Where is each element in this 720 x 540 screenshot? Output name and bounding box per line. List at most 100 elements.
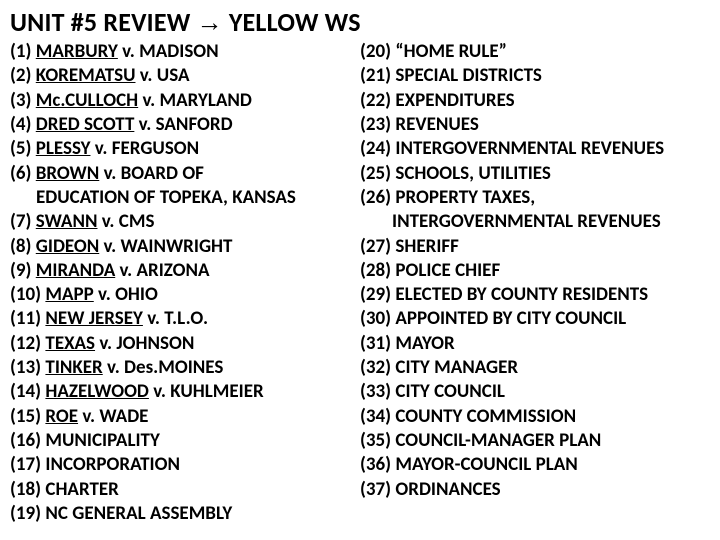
content-columns: (1) MARBURY v. MADISON(2) KOREMATSU v. U…	[10, 40, 710, 526]
list-item: (9) MIRANDA v. ARIZONA	[10, 259, 352, 283]
item-text: (25) SCHOOLS, UTILITIES	[360, 162, 551, 185]
list-item: (3) Mc.CULLOCH v. MARYLAND	[10, 89, 352, 113]
item-text: (33) CITY COUNCIL	[360, 380, 505, 403]
list-item: (31) MAYOR	[360, 332, 710, 356]
case-remainder: v. Des.MOINES	[103, 356, 224, 379]
item-continuation: EDUCATION OF TOPEKA, KANSAS	[10, 186, 352, 210]
list-item: (33) CITY COUNCIL	[360, 380, 710, 404]
list-item: (24) INTERGOVERNMENTAL REVENUES	[360, 137, 710, 161]
case-plaintiff: TEXAS	[45, 332, 95, 355]
column-right: (20) “HOME RULE”(21) SPECIAL DISTRICTS(2…	[360, 40, 710, 526]
list-item: (17) INCORPORATION	[10, 453, 352, 477]
item-text: (32) CITY MANAGER	[360, 356, 518, 379]
case-remainder: v. WAINWRIGHT	[99, 235, 232, 258]
arrow-icon: →	[197, 7, 223, 37]
item-number: (15)	[10, 405, 45, 428]
list-item: (28) POLICE CHIEF	[360, 259, 710, 283]
list-item: (5) PLESSY v. FERGUSON	[10, 137, 352, 161]
list-item: (36) MAYOR-COUNCIL PLAN	[360, 453, 710, 477]
case-remainder: v. USA	[135, 64, 189, 87]
list-item: (19) NC GENERAL ASSEMBLY	[10, 502, 352, 526]
list-item: (6) BROWN v. BOARD OFEDUCATION OF TOPEKA…	[10, 162, 352, 211]
list-item: (34) COUNTY COMMISSION	[360, 405, 710, 429]
case-remainder: v. T.L.O.	[143, 307, 208, 330]
case-remainder: v. CMS	[97, 210, 154, 233]
item-number: (2)	[10, 64, 36, 87]
case-remainder: v. BOARD OF	[99, 162, 204, 185]
case-plaintiff: SWANN	[36, 210, 98, 233]
item-number: (7)	[10, 210, 36, 233]
item-number: (13)	[10, 356, 45, 379]
list-item: (12) TEXAS v. JOHNSON	[10, 332, 352, 356]
list-item: (13) TINKER v. Des.MOINES	[10, 356, 352, 380]
item-text: (23) REVENUES	[360, 113, 479, 136]
list-item: (1) MARBURY v. MADISON	[10, 40, 352, 64]
item-text: (36) MAYOR-COUNCIL PLAN	[360, 453, 578, 476]
item-number: (10)	[10, 283, 45, 306]
case-plaintiff: BROWN	[36, 162, 100, 185]
case-remainder: v. MADISON	[118, 40, 219, 63]
list-item: (4) DRED SCOTT v. SANFORD	[10, 113, 352, 137]
case-plaintiff: TINKER	[45, 356, 102, 379]
list-item: (20) “HOME RULE”	[360, 40, 710, 64]
list-item: (30) APPOINTED BY CITY COUNCIL	[360, 307, 710, 331]
case-plaintiff: HAZELWOOD	[45, 380, 149, 403]
case-remainder: v. WADE	[78, 405, 148, 428]
list-item: (21) SPECIAL DISTRICTS	[360, 64, 710, 88]
item-number: (9)	[10, 259, 36, 282]
item-text: (27) SHERIFF	[360, 235, 459, 258]
case-plaintiff: NEW JERSEY	[45, 307, 143, 330]
case-plaintiff: ROE	[45, 405, 78, 428]
list-item: (10) MAPP v. OHIO	[10, 283, 352, 307]
list-item: (29) ELECTED BY COUNTY RESIDENTS	[360, 283, 710, 307]
list-item: (32) CITY MANAGER	[360, 356, 710, 380]
item-text: (24) INTERGOVERNMENTAL REVENUES	[360, 137, 664, 160]
item-text: (22) EXPENDITURES	[360, 89, 515, 112]
item-number: (3)	[10, 89, 36, 112]
item-number: (8)	[10, 235, 36, 258]
item-text: (30) APPOINTED BY CITY COUNCIL	[360, 307, 626, 330]
item-text: (26) PROPERTY TAXES,	[360, 186, 535, 209]
page-title: UNIT #5 REVIEW → YELLOW WS	[10, 6, 710, 38]
item-number: (1)	[10, 40, 36, 63]
item-text: (35) COUNCIL-MANAGER PLAN	[360, 429, 601, 452]
item-number: (11)	[10, 307, 45, 330]
list-item: (14) HAZELWOOD v. KUHLMEIER	[10, 380, 352, 404]
case-remainder: v. MARYLAND	[138, 89, 252, 112]
case-plaintiff: DRED SCOTT	[36, 113, 135, 136]
case-remainder: v. OHIO	[94, 283, 158, 306]
list-item: (15) ROE v. WADE	[10, 405, 352, 429]
item-number: (4)	[10, 113, 36, 136]
case-remainder: v. ARIZONA	[115, 259, 209, 282]
list-item: (25) SCHOOLS, UTILITIES	[360, 162, 710, 186]
case-remainder: v. FERGUSON	[90, 137, 199, 160]
case-plaintiff: Mc.CULLOCH	[36, 89, 138, 112]
item-text: (34) COUNTY COMMISSION	[360, 405, 576, 428]
title-text-2: YELLOW WS	[223, 6, 361, 38]
case-plaintiff: MAPP	[45, 283, 93, 306]
item-number: (6)	[10, 162, 36, 185]
list-item: (23) REVENUES	[360, 113, 710, 137]
item-continuation: INTERGOVERNMENTAL REVENUES	[360, 210, 710, 234]
item-text: (21) SPECIAL DISTRICTS	[360, 64, 542, 87]
item-text: (31) MAYOR	[360, 332, 455, 355]
list-item: (37) ORDINANCES	[360, 478, 710, 502]
list-item: (22) EXPENDITURES	[360, 89, 710, 113]
case-plaintiff: PLESSY	[36, 137, 91, 160]
list-item: (27) SHERIFF	[360, 235, 710, 259]
case-plaintiff: KOREMATSU	[36, 64, 136, 87]
case-remainder: v. SANFORD	[134, 113, 232, 136]
list-item: (26) PROPERTY TAXES,INTERGOVERNMENTAL RE…	[360, 186, 710, 235]
list-item: (8) GIDEON v. WAINWRIGHT	[10, 235, 352, 259]
item-text: (20) “HOME RULE”	[360, 40, 507, 63]
item-text: (28) POLICE CHIEF	[360, 259, 500, 282]
case-plaintiff: MARBURY	[36, 40, 118, 63]
list-item: (2) KOREMATSU v. USA	[10, 64, 352, 88]
case-remainder: v. JOHNSON	[95, 332, 194, 355]
item-text: (37) ORDINANCES	[360, 478, 501, 501]
list-item: (11) NEW JERSEY v. T.L.O.	[10, 307, 352, 331]
list-item: (16) MUNICIPALITY	[10, 429, 352, 453]
item-number: (14)	[10, 380, 45, 403]
list-item: (18) CHARTER	[10, 478, 352, 502]
column-left: (1) MARBURY v. MADISON(2) KOREMATSU v. U…	[10, 40, 352, 526]
